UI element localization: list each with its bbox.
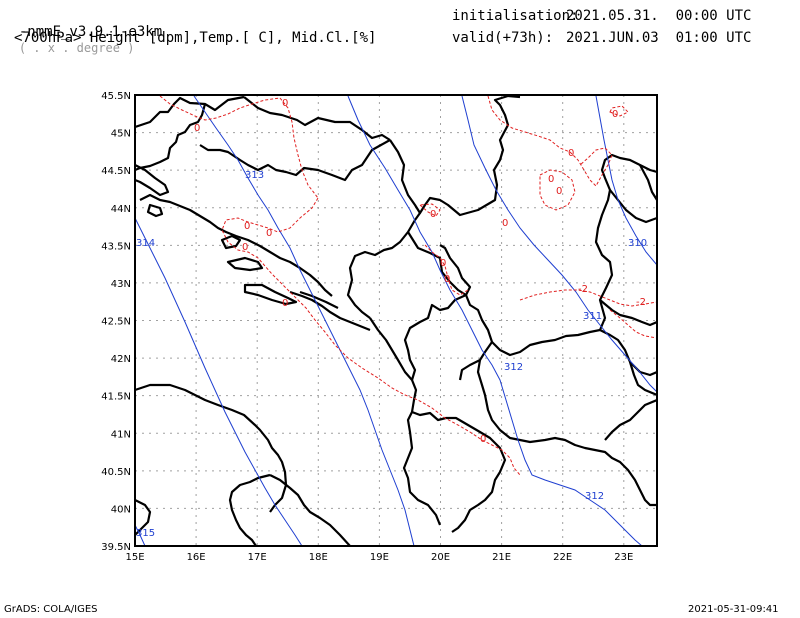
temp-label: 0 (502, 218, 508, 229)
map-frame (134, 94, 658, 547)
model-title: -nmmE_v3.9.1-e3km ( . x . degree ) (2, 8, 162, 56)
temp-label: 0 (612, 109, 618, 120)
height-contours (135, 95, 657, 546)
height-label: 312 (504, 362, 523, 373)
temp-label: 0 (568, 148, 574, 159)
lon-tick-label: 16E (187, 552, 206, 563)
height-label: 314 (136, 238, 155, 249)
grid-resolution: ( . x . degree ) (18, 41, 135, 55)
valid-value: 2021.JUN.03 01:00 UTC (566, 30, 752, 46)
init-label: initialisation: (452, 8, 579, 24)
temp-label: 0 (194, 123, 200, 134)
lon-tick-label: 18E (309, 552, 328, 563)
lon-tick-label: 21E (492, 552, 511, 563)
footer-timestamp: 2021-05-31-09:41 (688, 604, 779, 615)
temp-label: 0 (282, 98, 288, 109)
temp-label: 0 (430, 209, 436, 220)
lon-tick-label: 20E (431, 552, 450, 563)
lat-tick-label: 44N (111, 204, 131, 215)
lat-tick-label: 41.5N (101, 392, 131, 403)
temp-label: 0 (556, 186, 562, 197)
temp-label: 0 (242, 242, 248, 253)
height-label: 313 (245, 170, 264, 181)
lat-tick-label: 45.5N (101, 91, 131, 102)
height-label: 310 (628, 238, 647, 249)
temp-label: 0 (244, 221, 250, 232)
lat-lon-grid (135, 95, 657, 546)
temperature-contours (159, 95, 657, 476)
lon-tick-label: 15E (125, 552, 144, 563)
latitude-ticks: 45.5N 45N 44.5N 44N 43.5N 43N 42.5N 42N 41.5N 41N… (101, 91, 131, 553)
lat-tick-label: 45N (111, 129, 131, 140)
temp-label: 0 (266, 228, 272, 239)
lon-tick-label: 23E (614, 552, 633, 563)
lat-tick-label: 40N (111, 504, 131, 515)
lat-tick-label: 42N (111, 354, 131, 365)
lat-tick-label: 42.5N (101, 317, 131, 328)
valid-label: valid(+73h): (452, 30, 554, 46)
lon-tick-label: 17E (248, 552, 267, 563)
temp-label: -2 (578, 284, 588, 295)
temp-label: 0 (440, 258, 446, 269)
temp-label: 0 (282, 298, 288, 309)
model-name: -nmmE_v3.9.1-e3km (18, 24, 163, 40)
height-label: 312 (585, 491, 604, 502)
country-borders (135, 95, 657, 546)
init-value: 2021.05.31. 00:00 UTC (566, 8, 752, 24)
lon-tick-label: 19E (370, 552, 389, 563)
lat-tick-label: 44.5N (101, 166, 131, 177)
footer-credit: GrADS: COLA/IGES (4, 604, 98, 615)
contour-labels: 313 314 310 311 312 312 315 0 0 0 0 0 0 … (136, 98, 647, 539)
lat-tick-label: 40.5N (101, 467, 131, 478)
height-label: 311 (583, 311, 602, 322)
temp-label: 0 (480, 434, 486, 445)
temp-label: -2 (636, 297, 646, 308)
lat-tick-label: 43.5N (101, 241, 131, 252)
temp-label: 0 (548, 174, 554, 185)
lon-tick-label: 22E (553, 552, 572, 563)
longitude-ticks: 15E 16E 17E 18E 19E 20E 21E 22E 23E (125, 552, 633, 563)
field-description: <700hPa> Height [dpm],Temp.[ C], Mid.Cl.… (14, 30, 377, 46)
lat-tick-label: 41N (111, 429, 131, 440)
lat-tick-label: 39.5N (101, 542, 131, 553)
height-label: 315 (136, 528, 155, 539)
lat-tick-label: 43N (111, 279, 131, 290)
temp-label: 0 (444, 274, 450, 285)
